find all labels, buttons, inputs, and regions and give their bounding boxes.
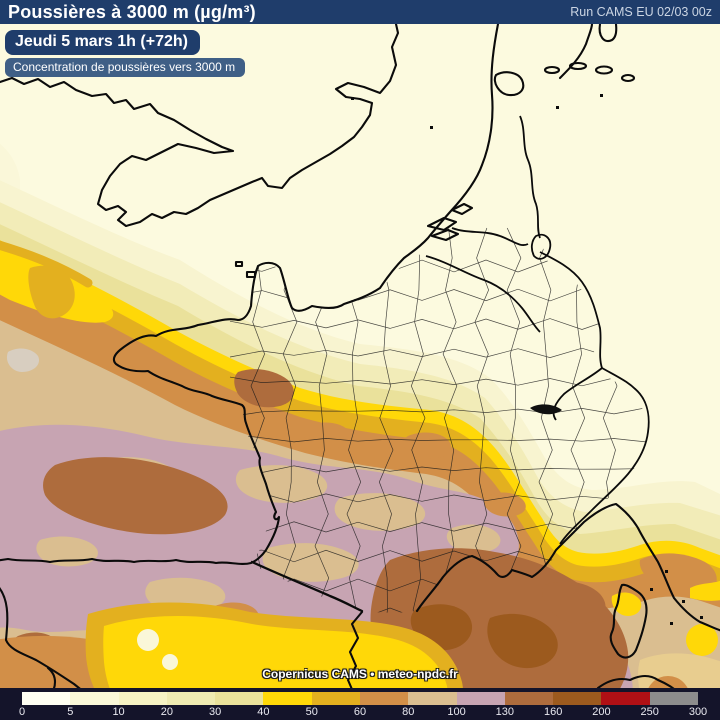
watermark: Copernicus CAMS • meteo-npdc.fr (262, 667, 458, 681)
page-title: Poussières à 3000 m (µg/m³) (8, 1, 256, 22)
legend-segment (70, 692, 119, 705)
header-bar: Poussières à 3000 m (µg/m³) Run CAMS EU … (0, 0, 720, 24)
legend-bar: 0 5 10 20 30 40 50 60 80 100 130 160 200 250 300 (0, 688, 720, 720)
legend-segment (553, 692, 602, 705)
legend-tick-label: 100 (447, 706, 466, 718)
legend-segment (408, 692, 457, 705)
legend-tick-label: 130 (495, 706, 515, 718)
legend-tick-label: 200 (592, 706, 611, 718)
subtitle-badge: Concentration de poussières vers 3000 m (5, 58, 246, 77)
legend-segment (456, 692, 505, 705)
legend-segment (166, 692, 216, 705)
legend-segment (118, 692, 167, 705)
legend-segment (22, 692, 71, 705)
legend-segment (359, 692, 409, 705)
legend-tick-label: 20 (160, 706, 173, 718)
lake-geneva (530, 404, 562, 415)
map-dots (351, 94, 703, 625)
legend-tick-label: 30 (209, 706, 222, 718)
legend-tick-label: 250 (640, 706, 659, 718)
legend-segment (215, 692, 264, 705)
legend-tick-label: 80 (402, 706, 415, 718)
coastlines (0, 22, 720, 720)
legend-segment (311, 692, 360, 705)
run-info: Run CAMS EU 02/03 00z (570, 5, 712, 19)
legend-tick-label: 5 (67, 706, 74, 718)
legend-segment (263, 692, 312, 705)
legend-segment (504, 692, 554, 705)
legend-tick-label: 60 (353, 706, 367, 718)
legend-segment (601, 692, 650, 705)
legend-tick-label: 10 (112, 706, 125, 718)
legend-tick-label: 40 (257, 706, 270, 718)
legend-segment (649, 692, 698, 705)
legend-tick-label: 160 (543, 706, 563, 718)
legend-tick-label: 300 (688, 706, 708, 718)
legend-tick-label: 0 (18, 706, 26, 718)
legend-colorbar (22, 692, 698, 705)
datetime-badge: Jeudi 5 mars 1h (+72h) (5, 30, 200, 55)
legend-tick-label: 50 (305, 706, 318, 718)
